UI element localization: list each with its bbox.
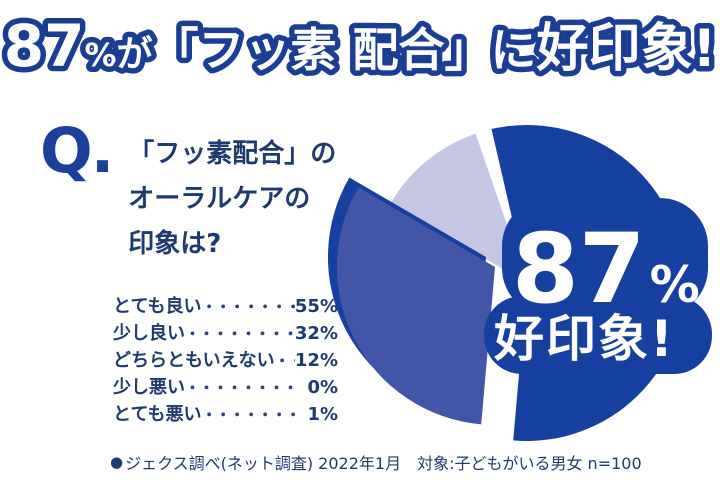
banner-tail: 好印象! bbox=[536, 19, 717, 79]
footer-source: ● ジェクス調べ(ネット調査) 2022年1月 対象:子どもがいる男女 n=10… bbox=[110, 450, 710, 474]
pie-percent-sign: % bbox=[650, 256, 700, 314]
pie-percent-label: 87% bbox=[512, 213, 700, 325]
answer-row: とても悪い ・・・・・・・・・・・・ 1% bbox=[113, 400, 338, 427]
callout-bubble-bottom bbox=[484, 296, 712, 374]
pie-slice-neutral-bad bbox=[390, 133, 527, 283]
answer-label: とても良い bbox=[113, 296, 202, 317]
answers-list: とても良い ・・・・・・・・・・・・ 55% 少し良い ・・・・・・・・・・・・… bbox=[113, 292, 338, 427]
banner-percent: 87 bbox=[4, 12, 85, 80]
q-mark: Q. bbox=[40, 114, 114, 187]
pie-slice-somewhat-good bbox=[336, 187, 495, 425]
answer-label: どちらともいえない bbox=[113, 350, 275, 371]
question-line-1: 「フッ素配合」の bbox=[128, 139, 337, 169]
question-text: 「フッ素配合」の オーラルケアの 印象は? bbox=[128, 122, 336, 267]
pie-percent-number: 87 bbox=[512, 213, 646, 325]
answer-value: 55% bbox=[294, 296, 338, 317]
pie-impression-label: 好印象! bbox=[493, 310, 675, 368]
question-block: Q. 「フッ素配合」の オーラルケアの 印象は? bbox=[40, 114, 336, 267]
banner-middle: 「フッ素 配合」に bbox=[153, 23, 537, 77]
banner-particle: が bbox=[117, 34, 153, 75]
answer-row: どちらともいえない ・・・ 12% bbox=[113, 346, 338, 373]
bullet-icon: ● bbox=[110, 453, 124, 471]
banner-svg: 87%が「フッ素 配合」に好印象! bbox=[0, 7, 720, 86]
banner-percent-sign: % bbox=[84, 36, 116, 74]
answer-label: 少し良い bbox=[113, 323, 185, 344]
answer-dots: ・・・ bbox=[274, 352, 295, 370]
answer-value: 0% bbox=[307, 377, 338, 398]
callout-bubble-top bbox=[502, 198, 708, 316]
banner-headline: 87%が「フッ素 配合」に好印象! bbox=[0, 0, 720, 96]
answer-row: 少し良い ・・・・・・・・・・・・・ 32% bbox=[113, 319, 338, 346]
answer-dots: ・・・・・・・・・・・・ bbox=[201, 406, 296, 424]
answer-row: とても良い ・・・・・・・・・・・・ 55% bbox=[113, 292, 338, 319]
answer-dots: ・・・・・・・・・・・・・・ bbox=[185, 379, 296, 397]
answer-label: とても悪い bbox=[113, 404, 202, 425]
footer-source-text: ジェクス調べ(ネット調査) 2022年1月 対象:子どもがいる男女 n=100 bbox=[125, 454, 642, 473]
answer-dots: ・・・・・・・・・・・・ bbox=[201, 298, 295, 316]
answer-row: 少し悪い ・・・・・・・・・・・・・・ 0% bbox=[113, 373, 338, 400]
question-line-3: 印象は? bbox=[128, 229, 222, 259]
answer-value: 32% bbox=[294, 323, 338, 344]
banner-text: 87%が「フッ素 配合」に好印象! bbox=[4, 12, 717, 80]
question-line-2: オーラルケアの bbox=[128, 184, 311, 214]
answer-dots: ・・・・・・・・・・・・・ bbox=[185, 325, 295, 343]
answer-label: 少し悪い bbox=[113, 377, 185, 398]
pie-callout-bubble bbox=[484, 198, 712, 374]
answer-value: 1% bbox=[307, 404, 338, 425]
answer-value: 12% bbox=[294, 350, 338, 371]
